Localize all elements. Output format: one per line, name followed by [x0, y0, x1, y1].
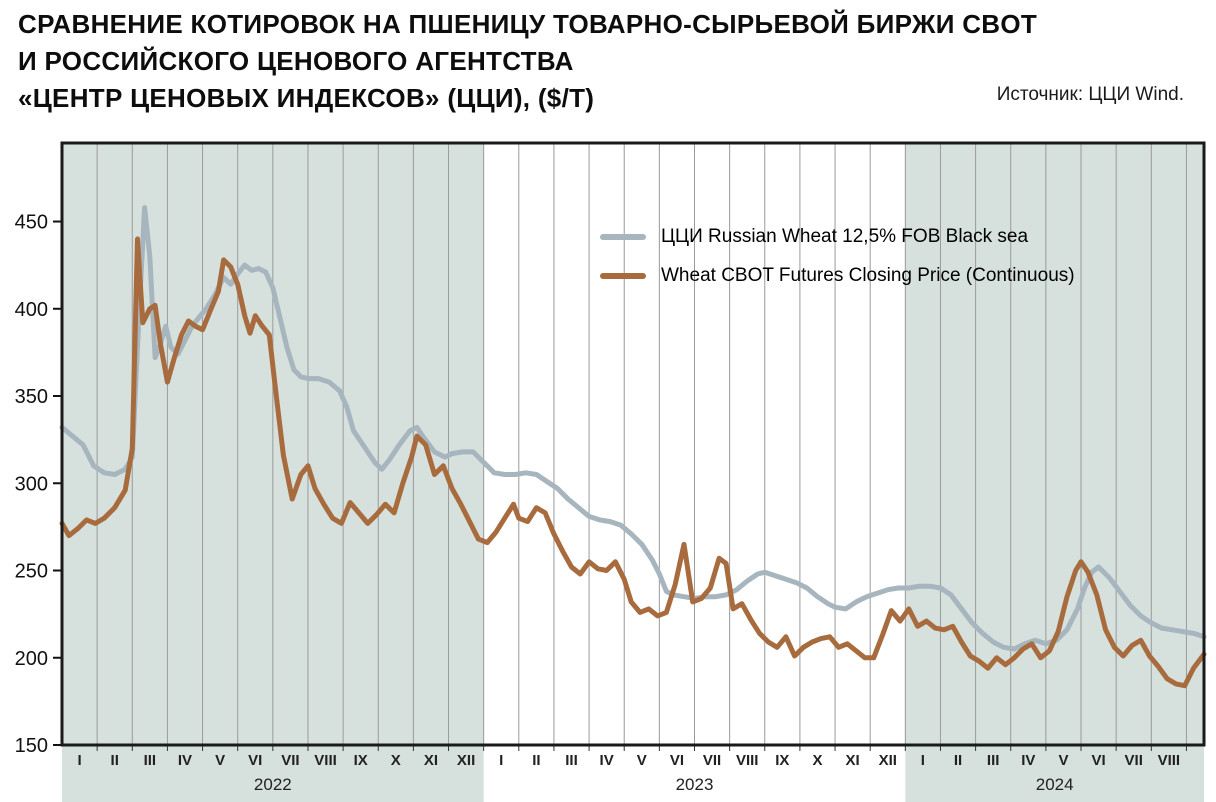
month-label: X [812, 752, 822, 769]
title-line-3: «ЦЕНТР ЦЕНОВЫХ ИНДЕКСОВ» (ЦЦИ), ($/Т) [18, 83, 595, 113]
cbot-line-swatch [600, 273, 646, 279]
month-label: V [1058, 752, 1068, 769]
month-label: I [921, 752, 925, 769]
y-tick-label: 150 [15, 735, 48, 757]
legend-item-cci: ЦЦИ Russian Wheat 12,5% FOB Black sea [600, 226, 1075, 248]
plot-frame [60, 141, 1206, 747]
title-line-1: СРАВНЕНИЕ КОТИРОВОК НА ПШЕНИЦУ ТОВАРНО-С… [18, 9, 1038, 39]
year-label-2023: 2023 [676, 775, 714, 794]
month-label: VI [248, 752, 262, 769]
y-tick-label: 300 [15, 473, 48, 495]
y-tick-label: 350 [15, 386, 48, 408]
month-label: IV [178, 752, 192, 769]
month-label: II [111, 752, 119, 769]
month-label: VIII [314, 752, 337, 769]
cci-line-swatch [600, 234, 646, 240]
month-label: XII [879, 752, 897, 769]
month-label: I [77, 752, 81, 769]
y-tick-label: 400 [15, 299, 48, 321]
chart-legend: ЦЦИ Russian Wheat 12,5% FOB Black sea Wh… [600, 226, 1075, 304]
legend-label-cbot: Wheat CBOT Futures Closing Price (Contin… [661, 265, 1075, 286]
cbot-series-line [59, 236, 1207, 689]
month-label: XI [424, 752, 438, 769]
source-label: Источник: ЦЦИ Wind. [996, 84, 1184, 105]
y-tick-label: 450 [15, 212, 48, 234]
month-label: IV [1021, 752, 1035, 769]
title-line-2: И РОССИЙСКОГО ЦЕНОВОГО АГЕНТСТВА [18, 46, 574, 76]
month-label: II [954, 752, 962, 769]
month-label: IX [775, 752, 789, 769]
month-label: IX [354, 752, 368, 769]
month-label: VI [670, 752, 684, 769]
month-label: XI [846, 752, 860, 769]
month-label: XII [457, 752, 475, 769]
month-label: VII [703, 752, 721, 769]
year-label-2022: 2022 [254, 775, 292, 794]
month-label: IV [600, 752, 614, 769]
month-label: VIII [736, 752, 759, 769]
month-label: III [987, 752, 1000, 769]
y-tick-label: 250 [15, 561, 48, 583]
month-label: VII [281, 752, 299, 769]
year-band-2024 [905, 143, 1204, 802]
month-label: V [215, 752, 225, 769]
chart-title: СРАВНЕНИЕ КОТИРОВОК НА ПШЕНИЦУ ТОВАРНО-С… [18, 6, 1037, 117]
month-label: X [391, 752, 401, 769]
month-label: III [565, 752, 578, 769]
y-tick-label: 200 [15, 648, 48, 670]
year-label-2024: 2024 [1036, 775, 1074, 794]
legend-label-cci: ЦЦИ Russian Wheat 12,5% FOB Black sea [661, 226, 1029, 247]
month-label: VII [1125, 752, 1143, 769]
legend-item-cbot: Wheat CBOT Futures Closing Price (Contin… [600, 265, 1075, 287]
month-label: I [499, 752, 503, 769]
month-label: II [532, 752, 540, 769]
month-label: III [144, 752, 157, 769]
month-label: VIII [1158, 752, 1181, 769]
month-label: V [637, 752, 647, 769]
month-label: VI [1091, 752, 1105, 769]
